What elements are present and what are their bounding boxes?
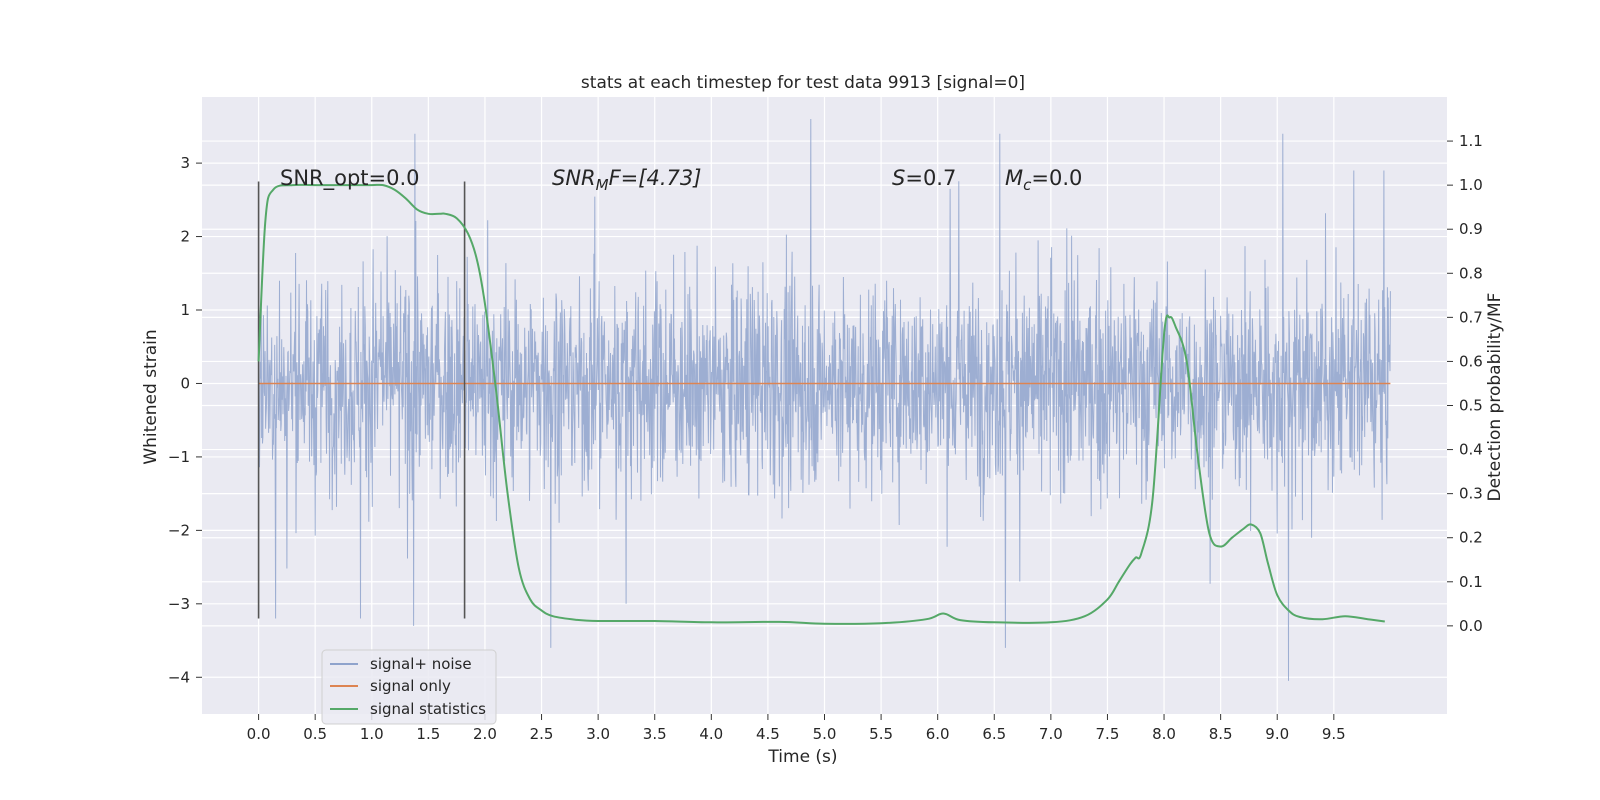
- y-right-tick-label: 0.3: [1459, 485, 1483, 503]
- y-left-tick-label: 2: [180, 228, 190, 246]
- x-tick-label: 5.0: [813, 725, 837, 743]
- x-tick-label: 9.5: [1322, 725, 1346, 743]
- chart-title: stats at each timestep for test data 991…: [581, 73, 1025, 93]
- annotation-snr-mf: SNRMF=[4.73]: [552, 166, 701, 194]
- legend: signal+ noise signal only signal statist…: [321, 649, 497, 725]
- y-right-tick-label: 1.0: [1459, 176, 1483, 194]
- x-tick-label: 4.5: [756, 725, 780, 743]
- x-tick-label: 0.0: [247, 725, 271, 743]
- legend-label-statistics: signal statistics: [370, 700, 486, 718]
- y-left-tick-label: 3: [180, 154, 190, 172]
- annotation-mc: Mc=0.0: [1005, 166, 1082, 194]
- x-tick-label: 0.5: [303, 725, 327, 743]
- x-tick-label: 5.5: [869, 725, 893, 743]
- x-tick-label: 9.0: [1265, 725, 1289, 743]
- plot-content: [257, 118, 1391, 681]
- x-tick-label: 8.5: [1209, 725, 1233, 743]
- annotation-s: S=0.7: [892, 166, 956, 190]
- legend-box: [321, 649, 497, 725]
- x-axis-label: Time (s): [767, 747, 837, 767]
- x-tick-label: 1.0: [360, 725, 384, 743]
- y-left-tick-label: 1: [180, 301, 190, 319]
- y-left-tick-label: −3: [168, 595, 190, 613]
- y-right-tick-label: 0.0: [1459, 617, 1483, 635]
- x-tick-label: 3.0: [586, 725, 610, 743]
- y-left-tick-label: −4: [168, 668, 190, 686]
- y-right-tick-label: 0.1: [1459, 573, 1483, 591]
- x-tick-label: 3.5: [643, 725, 667, 743]
- y-right-tick-label: 1.1: [1459, 132, 1483, 150]
- y-right-tick-label: 0.8: [1459, 264, 1483, 282]
- x-tick-label: 2.5: [530, 725, 554, 743]
- y-left-tick-label: −1: [168, 448, 190, 466]
- annotation-snr-opt: SNR_opt=0.0: [280, 166, 420, 191]
- x-tick-label: 6.0: [926, 725, 950, 743]
- x-tick-label: 2.0: [473, 725, 497, 743]
- x-tick-label: 4.0: [699, 725, 723, 743]
- series-signal-plus-noise: [258, 118, 1391, 681]
- y-right-tick-label: 0.6: [1459, 352, 1483, 370]
- x-tick-label: 1.5: [416, 725, 440, 743]
- grid: [202, 97, 1447, 714]
- y-right-tick-label: 0.5: [1459, 397, 1483, 415]
- y-right-tick-label: 0.4: [1459, 441, 1483, 459]
- y-axis-left-label: Whitened strain: [141, 329, 161, 464]
- x-tick-label: 7.0: [1039, 725, 1063, 743]
- series-signal-statistics: [257, 183, 1385, 625]
- legend-label-signal: signal only: [370, 677, 451, 695]
- y-right-tick-label: 0.9: [1459, 220, 1483, 238]
- ticks: 0.0 0.5 1.0 1.5 2.0 2.5 3.0 3.5 4.0 4.5 5.0 5.5 6.0 6…: [168, 132, 1483, 743]
- x-tick-label: 7.5: [1096, 725, 1120, 743]
- legend-label-noise: signal+ noise: [370, 655, 472, 673]
- y-left-tick-label: 0: [180, 374, 190, 392]
- y-left-tick-label: −2: [168, 521, 190, 539]
- y-right-tick-label: 0.2: [1459, 529, 1483, 547]
- x-tick-label: 6.5: [982, 725, 1006, 743]
- y-axis-right-label: Detection probability/MF: [1485, 293, 1505, 502]
- x-tick-label: 8.0: [1152, 725, 1176, 743]
- y-right-tick-label: 0.7: [1459, 308, 1483, 326]
